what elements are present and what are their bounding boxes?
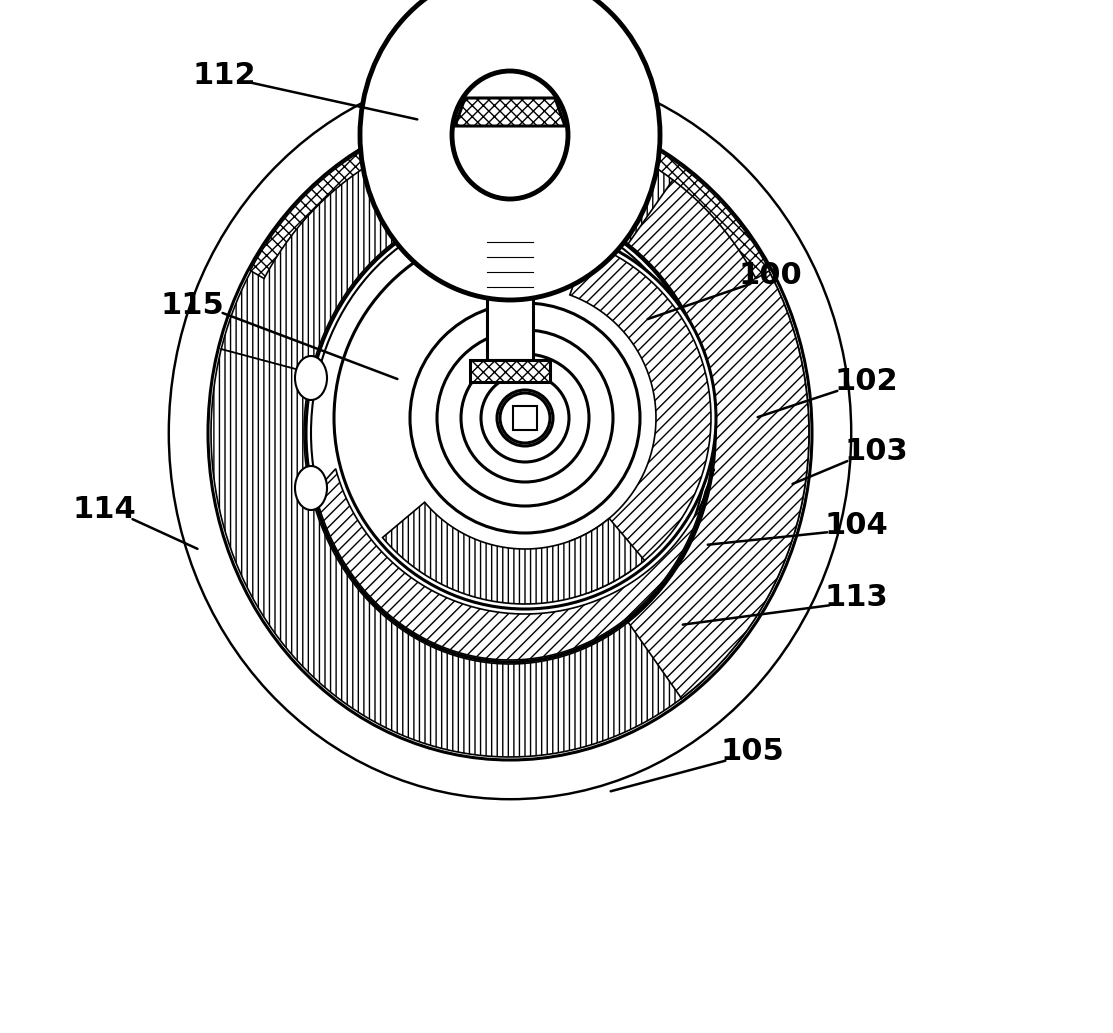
Ellipse shape [208,106,812,760]
Polygon shape [315,469,715,660]
Text: 100: 100 [738,260,801,289]
Ellipse shape [306,204,715,662]
Text: 103: 103 [845,438,908,467]
Polygon shape [487,295,533,359]
Text: 102: 102 [835,368,898,397]
Ellipse shape [170,68,850,799]
Ellipse shape [295,466,327,510]
Text: 113: 113 [825,584,888,613]
Ellipse shape [311,209,709,657]
Text: 112: 112 [193,61,257,90]
Polygon shape [221,109,799,373]
Text: 115: 115 [160,290,224,319]
Polygon shape [628,167,809,698]
Ellipse shape [170,68,850,799]
Polygon shape [570,243,711,593]
Ellipse shape [295,356,327,400]
Polygon shape [211,349,702,757]
Text: 105: 105 [720,738,784,766]
Ellipse shape [359,0,660,300]
Polygon shape [250,108,770,279]
Ellipse shape [334,227,716,609]
Ellipse shape [452,71,568,199]
Polygon shape [383,502,644,604]
Ellipse shape [211,109,808,756]
Polygon shape [628,349,809,698]
Ellipse shape [500,393,550,443]
Text: 114: 114 [72,496,136,525]
Polygon shape [513,406,536,430]
Text: 104: 104 [825,510,889,539]
Polygon shape [470,359,550,382]
Polygon shape [455,98,565,126]
